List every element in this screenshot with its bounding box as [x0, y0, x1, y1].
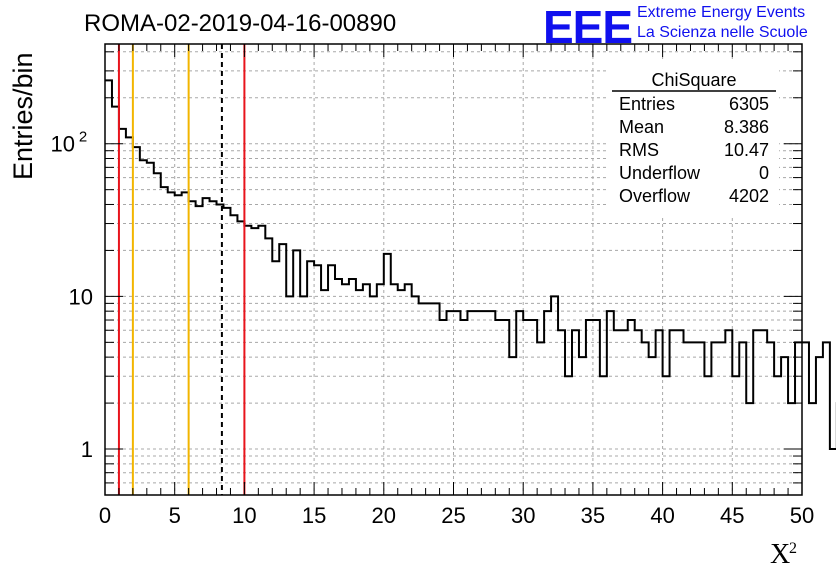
x-tick-label: 15: [302, 503, 326, 528]
stats-value: 10.47: [724, 140, 769, 160]
axis-ticks: [104, 44, 803, 496]
x-tick-label: 0: [99, 503, 111, 528]
y-axis-title: Entries/bin: [8, 52, 38, 180]
stats-label: Mean: [619, 117, 664, 137]
x-tick-label: 45: [720, 503, 744, 528]
x-tick-label: 10: [232, 503, 256, 528]
stats-label: RMS: [619, 140, 659, 160]
stats-box: ChiSquare Entries 6305 Mean 8.386 RMS 10.47 Und…: [609, 62, 779, 217]
logo-line-1: Extreme Energy Events: [637, 4, 806, 21]
stats-label: Underflow: [619, 163, 701, 183]
x-tick-label: 50: [790, 503, 814, 528]
y-tick-label: 1: [81, 437, 93, 462]
stats-value: 8.386: [724, 117, 769, 137]
stats-value: 6305: [729, 94, 769, 114]
stats-label: Overflow: [619, 186, 691, 206]
stats-value: 4202: [729, 186, 769, 206]
stats-label: Entries: [619, 94, 675, 114]
logo-line-2: La Scienza nelle Scuole: [637, 24, 808, 41]
vertical-markers: [117, 44, 246, 495]
stats-value: 0: [759, 163, 769, 183]
stats-title: ChiSquare: [651, 70, 736, 90]
y-tick-label: 10: [69, 284, 93, 309]
x-axis-title-exponent: 2: [789, 540, 797, 557]
x-tick-label: 25: [441, 503, 465, 528]
x-axis-title: X: [770, 539, 790, 570]
x-tick-label: 5: [169, 503, 181, 528]
chart-title: ROMA-02-2019-04-16-00890: [84, 10, 397, 37]
stats-box-bg: [609, 62, 779, 217]
x-tick-label: 40: [650, 503, 674, 528]
x-tick-label: 35: [581, 503, 605, 528]
y-tick-label-exponent: 2: [79, 129, 87, 146]
grid: [105, 44, 802, 496]
y-tick-label: 10: [51, 132, 75, 157]
x-tick-label: 30: [511, 503, 535, 528]
x-tick-label: 20: [372, 503, 396, 528]
